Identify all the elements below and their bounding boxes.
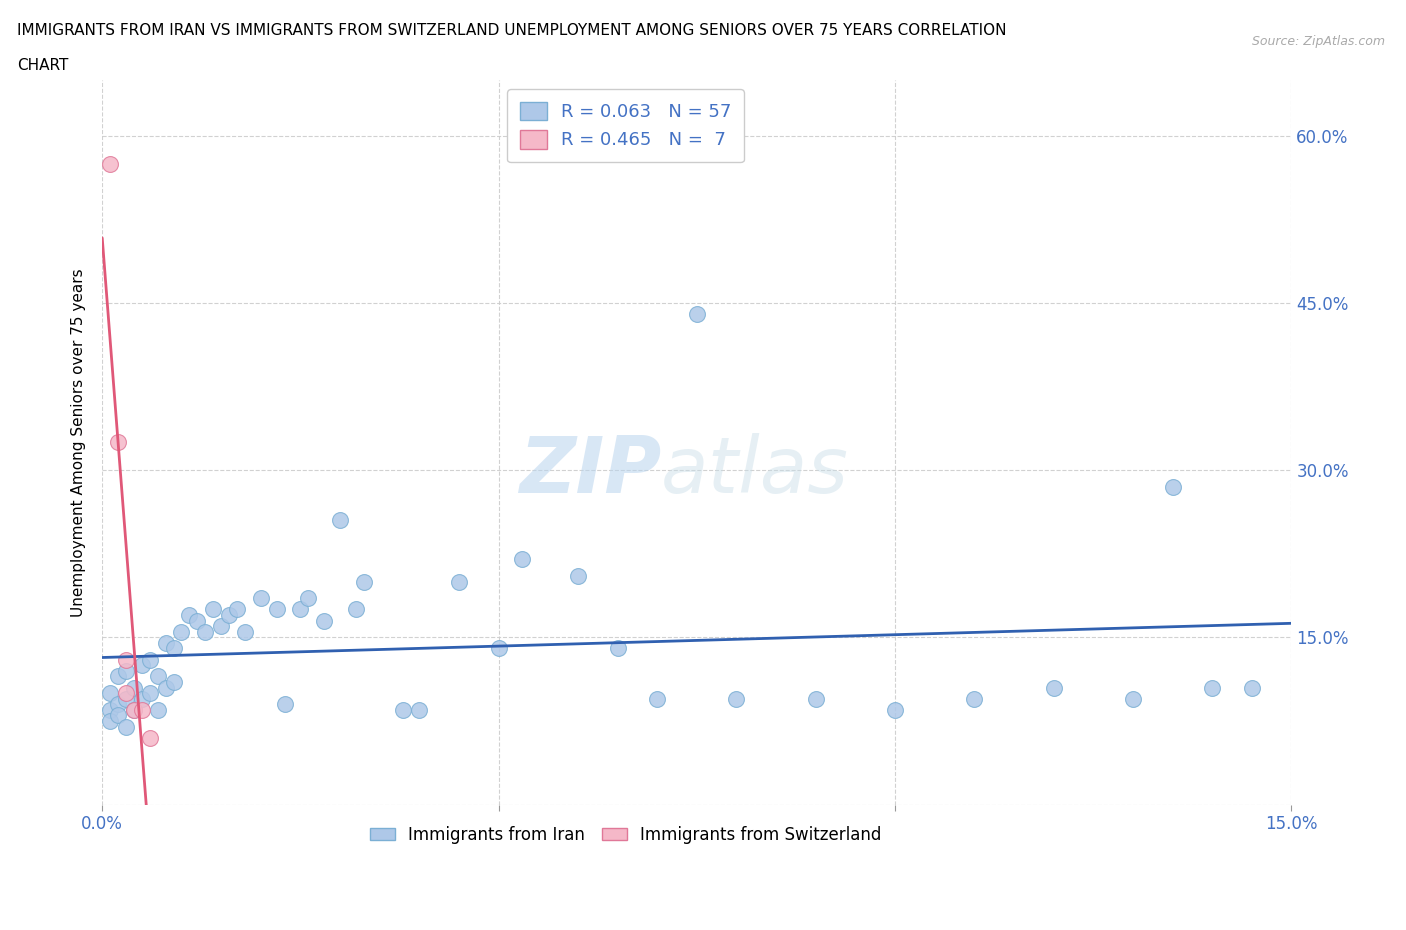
Point xyxy=(146,702,169,717)
Point xyxy=(131,702,153,717)
Y-axis label: Unemployment Among Seniors over 75 years: Unemployment Among Seniors over 75 years xyxy=(72,268,86,617)
Point xyxy=(488,641,510,656)
Point xyxy=(139,730,162,745)
Point xyxy=(115,663,138,678)
Point xyxy=(131,691,153,706)
Point xyxy=(408,702,430,717)
Point xyxy=(266,602,288,617)
Point xyxy=(107,435,129,450)
Point xyxy=(344,602,367,617)
Point xyxy=(115,685,138,700)
Point xyxy=(353,574,375,589)
Point xyxy=(194,624,217,639)
Point xyxy=(155,680,177,695)
Point xyxy=(155,635,177,650)
Point xyxy=(512,551,534,566)
Point xyxy=(202,602,225,617)
Text: IMMIGRANTS FROM IRAN VS IMMIGRANTS FROM SWITZERLAND UNEMPLOYMENT AMONG SENIORS O: IMMIGRANTS FROM IRAN VS IMMIGRANTS FROM … xyxy=(17,23,1007,38)
Point xyxy=(447,574,470,589)
Point xyxy=(107,697,129,711)
Point xyxy=(139,652,162,667)
Text: atlas: atlas xyxy=(661,433,849,510)
Point xyxy=(115,691,138,706)
Point xyxy=(122,702,145,717)
Point xyxy=(314,613,336,628)
Point xyxy=(567,568,589,583)
Point xyxy=(98,685,121,700)
Point xyxy=(209,618,232,633)
Point xyxy=(162,641,184,656)
Point xyxy=(645,691,668,706)
Point xyxy=(139,685,162,700)
Point xyxy=(218,607,240,622)
Point xyxy=(98,702,121,717)
Point xyxy=(392,702,415,717)
Point xyxy=(686,307,709,322)
Point xyxy=(804,691,827,706)
Point xyxy=(115,719,138,734)
Point xyxy=(963,691,986,706)
Point xyxy=(233,624,256,639)
Text: ZIP: ZIP xyxy=(519,433,661,510)
Point xyxy=(179,607,201,622)
Point xyxy=(170,624,193,639)
Text: Source: ZipAtlas.com: Source: ZipAtlas.com xyxy=(1251,35,1385,48)
Point xyxy=(329,512,352,527)
Point xyxy=(107,708,129,723)
Point xyxy=(1161,480,1184,495)
Point xyxy=(1042,680,1064,695)
Point xyxy=(122,680,145,695)
Point xyxy=(725,691,748,706)
Point xyxy=(122,702,145,717)
Point xyxy=(290,602,312,617)
Text: CHART: CHART xyxy=(17,58,69,73)
Point xyxy=(884,702,907,717)
Point xyxy=(98,156,121,171)
Point xyxy=(297,591,319,605)
Point xyxy=(107,669,129,684)
Point xyxy=(1122,691,1144,706)
Point xyxy=(1201,680,1223,695)
Point xyxy=(226,602,249,617)
Point xyxy=(606,641,628,656)
Legend: Immigrants from Iran, Immigrants from Switzerland: Immigrants from Iran, Immigrants from Sw… xyxy=(363,819,889,851)
Point xyxy=(115,652,138,667)
Point xyxy=(131,658,153,672)
Point xyxy=(273,697,295,711)
Point xyxy=(146,669,169,684)
Point xyxy=(249,591,271,605)
Point xyxy=(98,713,121,728)
Point xyxy=(162,674,184,689)
Point xyxy=(186,613,208,628)
Point xyxy=(1240,680,1263,695)
